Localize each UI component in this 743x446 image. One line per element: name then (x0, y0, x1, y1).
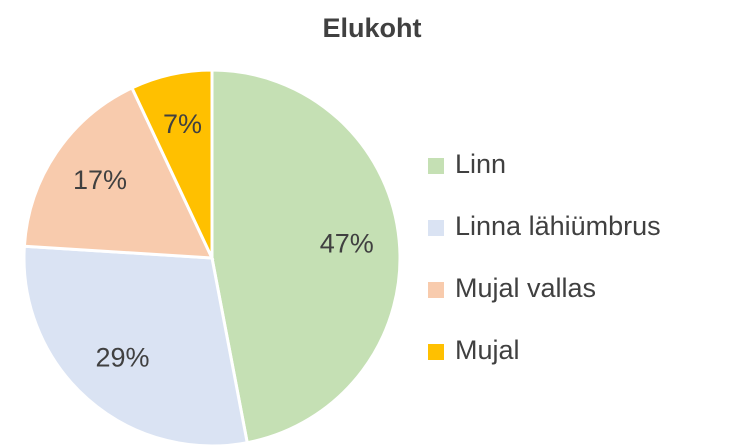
pie-slice (22, 85, 215, 260)
legend-label: Linna lähiümbrus (455, 211, 661, 241)
legend-swatch (428, 220, 444, 236)
pie-slice (129, 68, 214, 259)
chart-title: Elukoht (323, 13, 422, 43)
data-label: 47% (320, 228, 374, 258)
legend-swatch (428, 158, 444, 174)
data-label: 7% (163, 109, 202, 139)
data-label: 29% (95, 343, 149, 373)
legend-swatch (428, 282, 444, 298)
legend-swatch (428, 344, 444, 360)
legend-label: Linn (455, 149, 506, 179)
legend-label: Mujal vallas (455, 273, 596, 303)
data-label: 17% (73, 165, 127, 195)
legend-label: Mujal (455, 335, 520, 365)
pie-slice (210, 68, 402, 445)
